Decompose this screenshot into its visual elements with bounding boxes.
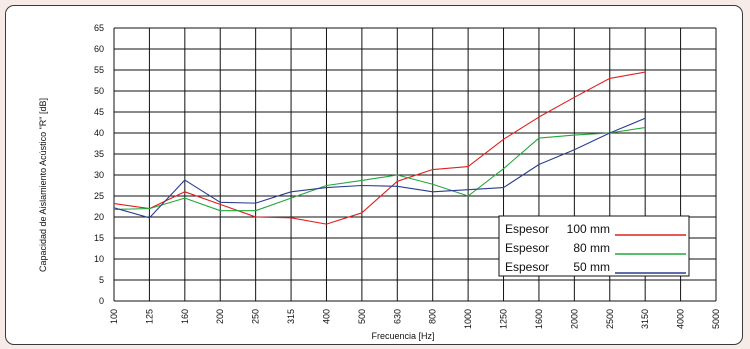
x-tick-label: 3150 [640, 309, 650, 329]
legend-label: Espesor [505, 241, 549, 255]
legend-label: Espesor [505, 260, 549, 274]
series-line-80mm [113, 126, 646, 212]
y-tick-label: 20 [94, 212, 104, 222]
y-tick-label: 5 [99, 275, 104, 285]
series-line-50mm [113, 117, 646, 219]
y-tick-label: 30 [94, 170, 104, 180]
series-layer [113, 71, 646, 225]
x-tick-label: 160 [180, 309, 190, 324]
legend-label: Espesor [505, 222, 549, 236]
y-tick-label: 40 [94, 128, 104, 138]
y-tick-label: 65 [94, 23, 104, 33]
x-tick-label: 100 [109, 309, 119, 324]
y-tick-label: 0 [99, 296, 104, 306]
x-tick-label: 1000 [463, 309, 473, 329]
x-tick-label: 125 [144, 309, 154, 324]
x-tick-label: 800 [428, 309, 438, 324]
legend-thickness: 80 mm [573, 241, 610, 255]
x-tick-label: 2000 [569, 309, 579, 329]
y-tick-label: 45 [94, 107, 104, 117]
legend: Espesor 100 mm Espesor 80 mm Espesor 50 mm [498, 215, 690, 277]
y-tick-label: 25 [94, 191, 104, 201]
x-tick-label: 5000 [711, 309, 721, 329]
x-tick-label: 630 [392, 309, 402, 324]
x-tick-label: 1600 [534, 309, 544, 329]
x-tick-label: 315 [286, 309, 296, 324]
x-axis-label: Frecuencia [Hz] [371, 331, 434, 341]
x-tick-label: 250 [251, 309, 261, 324]
legend-thickness: 100 mm [567, 222, 610, 236]
y-tick-label: 35 [94, 149, 104, 159]
y-tick-label: 60 [94, 44, 104, 54]
x-tick-label: 200 [215, 309, 225, 324]
series-line-100mm [113, 71, 646, 225]
x-tick-label: 500 [357, 309, 367, 324]
y-tick-label: 10 [94, 254, 104, 264]
y-tick-label: 50 [94, 86, 104, 96]
legend-thickness: 50 mm [573, 260, 610, 274]
x-tick-label: 400 [321, 309, 331, 324]
x-tick-label: 4000 [676, 309, 686, 329]
y-tick-label: 55 [94, 65, 104, 75]
x-tick-label: 2500 [605, 309, 615, 329]
y-axis-label: Capacidad de Aislamiento Acústico "R" [d… [38, 98, 48, 272]
legend-box [498, 215, 690, 277]
y-tick-label: 15 [94, 233, 104, 243]
x-tick-label: 1250 [499, 309, 509, 329]
grid [113, 27, 717, 302]
ticks: 0 5 10 15 20 25 30 35 40 45 50 55 60 65 100 125 160 200 25… [94, 23, 721, 329]
